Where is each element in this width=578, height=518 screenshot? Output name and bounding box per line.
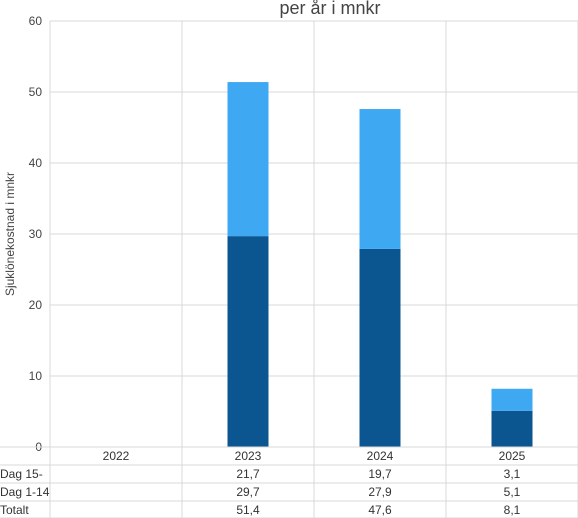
table-row-label: Totalt [0, 503, 29, 517]
bar-2024-dag-1-14 [359, 248, 401, 447]
table-cell-value: 3,1 [504, 467, 521, 481]
y-tick-label: 40 [29, 156, 43, 170]
bar-2025-dag-1-14 [491, 410, 533, 447]
y-tick-label: 10 [29, 369, 43, 383]
bar-2024-dag-15 [359, 109, 401, 249]
bars [227, 82, 533, 447]
y-axis-label: Sjuklönekostnad i mnkr [3, 172, 17, 296]
y-tick-label: 50 [29, 85, 43, 99]
table-cell-value: 27,9 [368, 485, 392, 499]
y-tick-label: 30 [29, 227, 43, 241]
bar-2023-dag-15 [227, 82, 269, 237]
bar-2025-dag-15 [491, 388, 533, 411]
y-tick-label: 60 [29, 14, 43, 28]
table-cell-value: 51,4 [236, 503, 260, 517]
data-table: 2022 2023 2024 2025 Dag 15- 21,7 19,7 3,1 Dag 1-… [0, 21, 578, 518]
table-cell-value: 29,7 [236, 485, 260, 499]
table-cell-value: 21,7 [236, 467, 260, 481]
table-cell-value: 5,1 [504, 485, 521, 499]
chart-title: per år i mnkr [279, 0, 380, 18]
x-tick-label: 2023 [235, 449, 262, 463]
table-row-label: Dag 15- [0, 467, 43, 481]
x-tick-label: 2024 [367, 449, 394, 463]
table-cell-value: 47,6 [368, 503, 392, 517]
bar-2023-dag-1-14 [227, 236, 269, 447]
x-tick-label: 2025 [499, 449, 526, 463]
table-cell-value: 8,1 [504, 503, 521, 517]
x-tick-label: 2022 [103, 449, 130, 463]
table-cell-value: 19,7 [368, 467, 392, 481]
table-row-label: Dag 1-14 [0, 485, 50, 499]
y-tick-label: 20 [29, 298, 43, 312]
